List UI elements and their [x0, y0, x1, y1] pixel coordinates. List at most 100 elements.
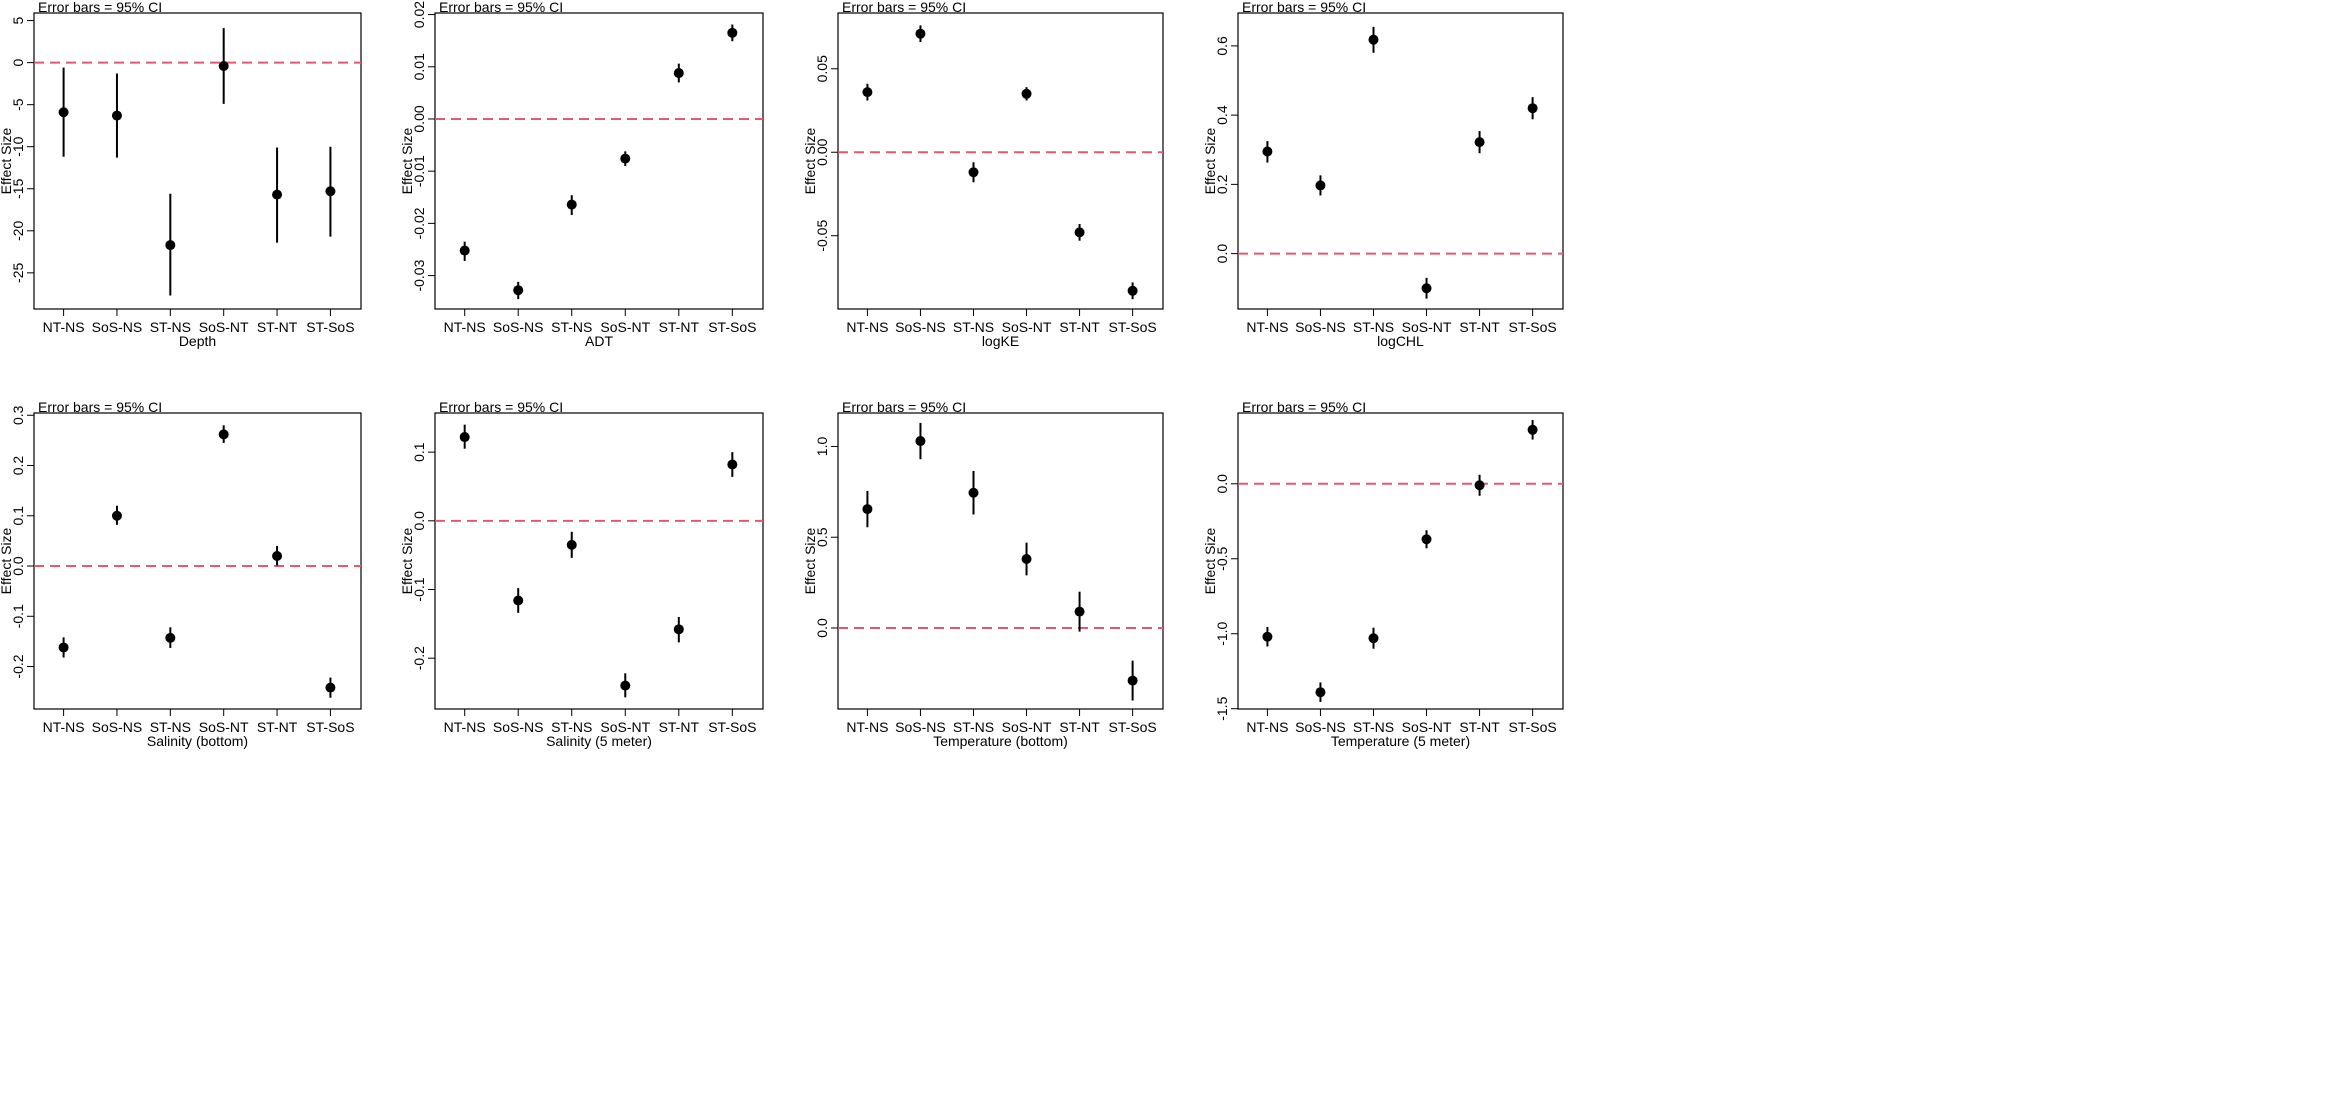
x-tick-label: ST-NS [1353, 319, 1394, 335]
data-point [1421, 534, 1432, 545]
data-point [1262, 146, 1273, 157]
data-point [513, 285, 524, 296]
data-point [673, 68, 684, 79]
data-point [727, 27, 738, 38]
data-point [1127, 285, 1138, 296]
x-tick-label: ST-NT [257, 319, 298, 335]
data-point [673, 624, 684, 635]
x-tick-label: SoS-NS [1295, 319, 1346, 335]
data-point [1527, 103, 1538, 114]
y-tick-label: 0.3 [10, 405, 26, 425]
x-tick-label: NT-NS [43, 319, 85, 335]
data-point [968, 167, 979, 178]
x-axis-label: Salinity (bottom) [147, 733, 248, 749]
y-tick-label: 0.1 [10, 506, 26, 526]
x-tick-label: ST-SoS [1108, 319, 1156, 335]
y-tick-label: 0.0 [411, 511, 427, 531]
data-point [566, 199, 577, 210]
y-tick-label: -0.2 [10, 654, 26, 678]
data-point [1368, 34, 1379, 45]
y-tick-label: -1.0 [1214, 621, 1230, 645]
data-point [325, 682, 336, 693]
x-tick-label: NT-NS [846, 319, 888, 335]
data-point [111, 110, 122, 121]
x-tick-label: ST-NT [1459, 319, 1500, 335]
y-tick-label: -25 [10, 263, 26, 283]
data-point [566, 539, 577, 550]
data-point [325, 186, 336, 197]
y-tick-label: -0.1 [10, 604, 26, 628]
y-axis-label: Effect Size [0, 127, 14, 194]
chart-panel: Error bars = 95% CI 0.6 0.4 0.2 0.0 Effect Si… [1202, 0, 1564, 349]
plot-frame [434, 12, 764, 310]
data-point [1474, 137, 1485, 148]
data-point [1127, 675, 1138, 686]
error-bar-note: Error bars = 95% CI [38, 0, 162, 15]
plot-frame [1237, 12, 1564, 310]
data-point [459, 432, 470, 443]
y-tick-label: -0.01 [411, 155, 427, 187]
x-tick-label: ST-NT [659, 719, 700, 735]
x-tick-label: NT-NS [1246, 719, 1288, 735]
x-tick-label: SoS-NT [199, 319, 249, 335]
x-tick-label: ST-SoS [1508, 719, 1556, 735]
x-axis-label: Temperature (5 meter) [1331, 733, 1470, 749]
x-tick-label: ST-SoS [708, 719, 756, 735]
chart-panel: Error bars = 95% CI 0.0 -0.5 -1.0 -1.5 Effect… [1202, 399, 1564, 749]
error-bar-note: Error bars = 95% CI [439, 399, 563, 415]
x-tick-label: SoS-NS [92, 719, 143, 735]
data-point [111, 510, 122, 521]
y-tick-label: 0.5 [814, 527, 830, 547]
y-axis-label: Effect Size [802, 527, 818, 594]
data-point [915, 28, 926, 39]
data-point [1368, 633, 1379, 644]
x-axis-label: ADT [585, 333, 613, 349]
chart-panel: Error bars = 95% CI 1.0 0.5 0.0 Effect Size N… [802, 399, 1164, 749]
y-tick-label: 5 [10, 16, 26, 24]
x-tick-label: SoS-NT [600, 319, 650, 335]
y-tick-label: 0.1 [411, 442, 427, 462]
x-axis-label: logKE [982, 333, 1019, 349]
plot-frame [1237, 412, 1564, 710]
y-tick-label: -15 [10, 178, 26, 198]
y-tick-label: -1.5 [1214, 696, 1230, 720]
data-point [165, 632, 176, 643]
data-point [1474, 480, 1485, 491]
x-tick-label: NT-NS [43, 719, 85, 735]
x-tick-label: SoS-NS [493, 319, 544, 335]
data-point [272, 189, 283, 200]
y-tick-label: 0.2 [10, 456, 26, 476]
x-tick-label: ST-NT [257, 719, 298, 735]
x-tick-label: NT-NS [846, 719, 888, 735]
y-axis-label: Effect Size [0, 527, 14, 594]
data-point [727, 459, 738, 470]
chart-panel: Error bars = 95% CI 0.02 0.01 0.00 -0.01 -0.0… [399, 0, 764, 349]
data-point [862, 87, 873, 98]
y-tick-label: -5 [10, 98, 26, 111]
y-tick-label: 0.00 [814, 138, 830, 165]
error-bar-note: Error bars = 95% CI [842, 0, 966, 15]
x-tick-label: NT-NS [444, 319, 486, 335]
x-tick-label: SoS-NT [600, 719, 650, 735]
plot-frame [33, 12, 362, 310]
data-point [58, 107, 69, 118]
y-tick-label: -0.03 [411, 259, 427, 291]
x-tick-label: ST-NS [150, 719, 191, 735]
x-tick-label: ST-NT [1059, 319, 1100, 335]
data-point [513, 595, 524, 606]
data-point [1527, 424, 1538, 435]
x-tick-label: SoS-NT [1002, 719, 1052, 735]
error-bar-note: Error bars = 95% CI [1242, 399, 1366, 415]
y-tick-label: 0.0 [814, 618, 830, 638]
x-tick-label: SoS-NS [493, 719, 544, 735]
x-tick-label: SoS-NT [1402, 319, 1452, 335]
plot-frame [837, 12, 1164, 310]
x-tick-label: ST-NS [953, 319, 994, 335]
x-tick-label: ST-NT [1459, 719, 1500, 735]
y-tick-label: 0.0 [1214, 474, 1230, 494]
x-tick-label: SoS-NS [92, 319, 143, 335]
error-bar-note: Error bars = 95% CI [439, 0, 563, 15]
y-tick-label: -0.2 [411, 646, 427, 670]
y-tick-label: 0.4 [1214, 105, 1230, 125]
